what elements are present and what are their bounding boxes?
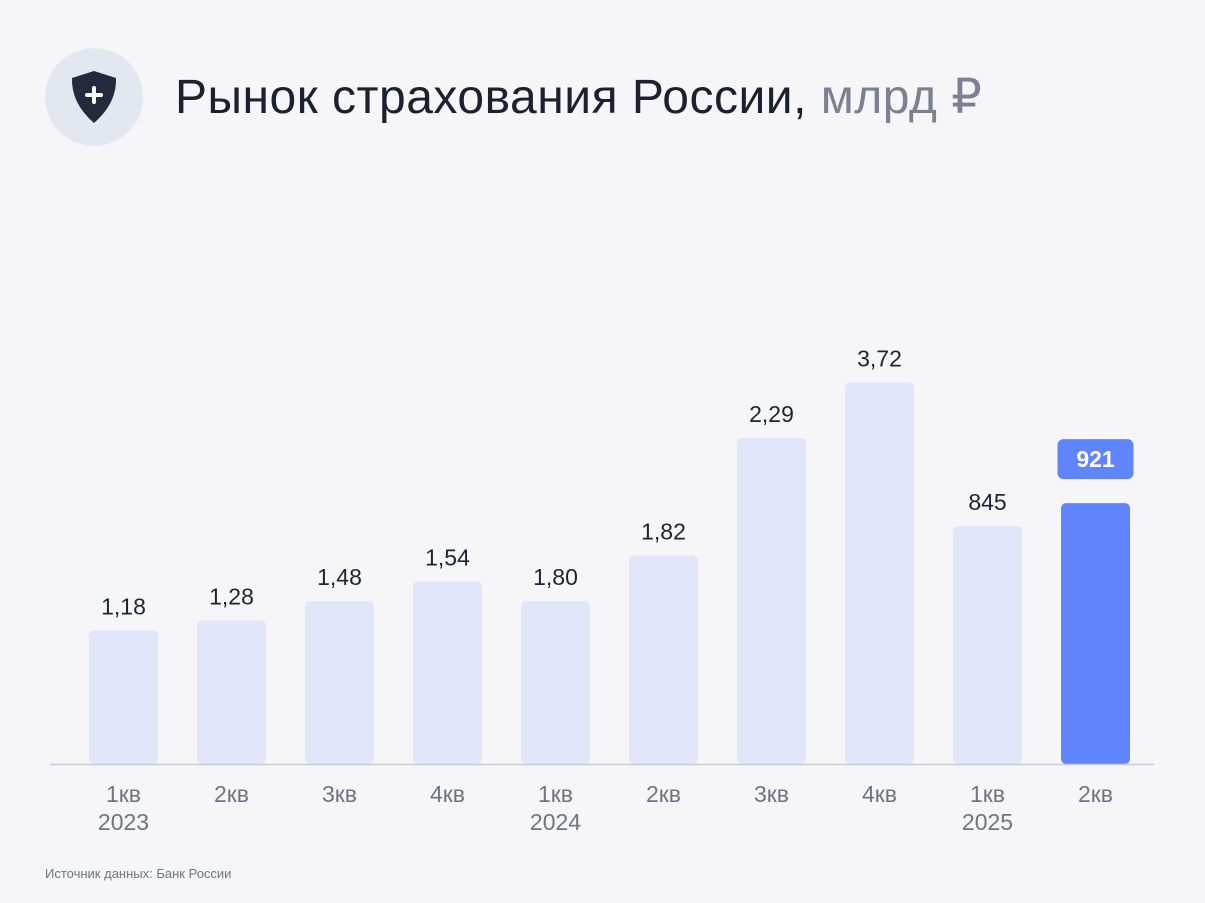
x-tick-quarter: 1кв — [538, 781, 573, 807]
x-tick-quarter: 3кв — [322, 781, 357, 807]
bar-value-label: 921 — [1076, 446, 1115, 472]
x-tick-quarter: 3кв — [754, 781, 789, 807]
bar-value-label: 1,54 — [425, 544, 470, 570]
bar-value-label: 1,18 — [101, 593, 146, 619]
x-tick-year: 2024 — [530, 809, 581, 835]
bar — [197, 620, 266, 764]
bar-value-label: 1,82 — [641, 518, 686, 544]
icon-badge — [45, 48, 143, 146]
bar — [521, 600, 590, 764]
bar — [845, 382, 914, 764]
x-tick-quarter: 4кв — [430, 781, 465, 807]
x-tick-quarter: 1кв — [106, 781, 141, 807]
bar — [305, 600, 374, 764]
bar-value-label: 1,48 — [317, 564, 362, 590]
title-unit: млрд ₽ — [820, 71, 983, 124]
bar-value-label: 1,80 — [533, 564, 578, 590]
x-tick-quarter: 1кв — [970, 781, 1005, 807]
bar-value-label: 2,29 — [749, 401, 794, 427]
bar — [413, 581, 482, 764]
bar — [629, 555, 698, 764]
bar — [953, 525, 1022, 764]
bar — [737, 437, 806, 764]
x-tick-quarter: 2кв — [214, 781, 249, 807]
title-text: Рынок страхования России, — [175, 71, 807, 124]
bar-value-label: 845 — [968, 489, 1006, 515]
x-tick-year: 2023 — [98, 809, 149, 835]
bar-value-label: 1,28 — [209, 584, 254, 610]
source-note: Источник данных: Банк России — [45, 866, 232, 881]
shield-plus-icon — [71, 71, 117, 123]
bar — [1061, 503, 1130, 764]
bar-value-label: 3,72 — [857, 346, 902, 372]
x-tick-quarter: 4кв — [862, 781, 897, 807]
bar — [89, 630, 158, 764]
chart-header: Рынок страхования России, млрд ₽ — [45, 47, 982, 147]
highlight-value-badge — [1057, 439, 1134, 480]
x-tick-quarter: 2кв — [1078, 781, 1113, 807]
x-tick-year: 2025 — [962, 809, 1013, 835]
x-tick-quarter: 2кв — [646, 781, 681, 807]
page-title: Рынок страхования России, млрд ₽ — [175, 69, 982, 125]
